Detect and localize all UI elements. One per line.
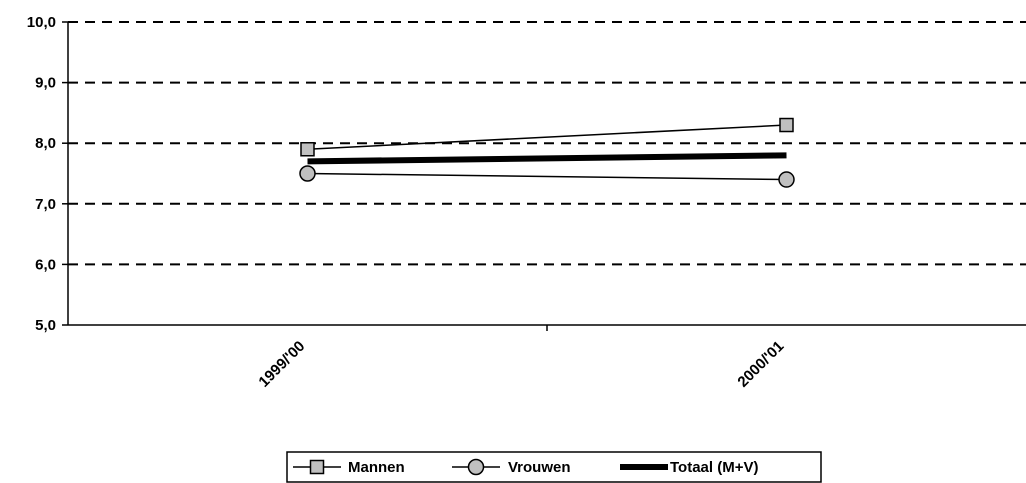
x-tick-label: 1999/'00 bbox=[255, 338, 308, 391]
series-vrouwen bbox=[299, 165, 795, 188]
y-axis-ticks: 5,0 6,0 7,0 8,0 9,0 10,0 bbox=[27, 14, 68, 334]
axes bbox=[67, 22, 1026, 326]
series-mannen bbox=[300, 117, 794, 157]
series-totaal-m-v bbox=[307, 152, 787, 165]
y-tick-label: 7,0 bbox=[35, 196, 56, 213]
x-tick-label: 2000/'01 bbox=[734, 338, 787, 391]
series-line bbox=[307, 152, 787, 165]
series-line bbox=[307, 124, 787, 151]
data-point-circle bbox=[299, 165, 316, 182]
data-point-circle bbox=[778, 171, 795, 188]
legend-label: Mannen bbox=[348, 459, 405, 476]
data-point-square bbox=[779, 117, 794, 133]
legend-item: Mannen bbox=[293, 459, 405, 476]
legend-label: Totaal (M+V) bbox=[670, 459, 758, 476]
data-point-square bbox=[300, 142, 315, 157]
legend-item: Totaal (M+V) bbox=[620, 459, 758, 476]
legend-item: Vrouwen bbox=[452, 458, 571, 476]
data-point-square bbox=[309, 459, 325, 475]
y-tick-label: 5,0 bbox=[35, 317, 56, 334]
series-group bbox=[299, 117, 795, 188]
legend-label: Vrouwen bbox=[508, 459, 571, 476]
x-axis-ticks: 1999/'00 2000/'01 bbox=[255, 325, 787, 391]
gridlines bbox=[68, 21, 1026, 266]
data-point-circle bbox=[467, 458, 485, 476]
series-line bbox=[307, 172, 787, 181]
legend-box bbox=[286, 451, 822, 483]
y-tick-label: 10,0 bbox=[27, 14, 56, 31]
y-tick-label: 9,0 bbox=[35, 75, 56, 92]
y-tick-label: 8,0 bbox=[35, 135, 56, 152]
y-tick-label: 6,0 bbox=[35, 256, 56, 273]
legend: Mannen Vrouwen Totaal (M+V) bbox=[286, 451, 822, 483]
